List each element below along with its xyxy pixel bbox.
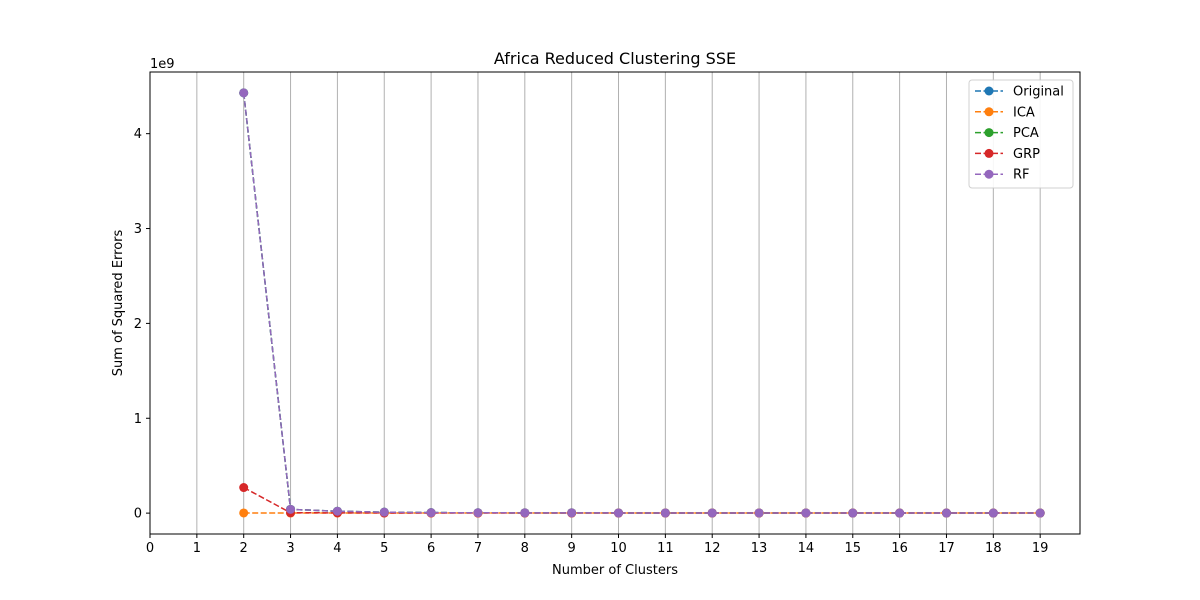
x-tick-label-12: 12 — [704, 541, 721, 556]
legend-label-ica: ICA — [1013, 105, 1035, 120]
y-axis: 0 1 2 3 4 — [134, 127, 150, 522]
legend-marker-ica — [984, 107, 994, 117]
point-grp-2 — [239, 483, 249, 493]
y-axis-label: Sum of Squared Errors — [111, 229, 126, 376]
point-ica-2 — [239, 508, 249, 518]
point-rf-15 — [848, 508, 858, 518]
x-axis-label: Number of Clusters — [552, 563, 678, 578]
point-rf-12 — [707, 508, 717, 518]
x-tick-label-0: 0 — [146, 541, 154, 556]
x-tick-label-13: 13 — [751, 541, 768, 556]
series-line-rf — [242, 92, 1041, 514]
x-tick-label-18: 18 — [985, 541, 1002, 556]
point-rf-10 — [614, 508, 624, 518]
x-tick-label-2: 2 — [240, 541, 248, 556]
point-rf-13 — [754, 508, 764, 518]
point-rf-14 — [801, 508, 811, 518]
x-tick-label-14: 14 — [798, 541, 815, 556]
x-tick-label-19: 19 — [1032, 541, 1049, 556]
x-tick-label-10: 10 — [610, 541, 627, 556]
y-tick-label-3: 3 — [134, 222, 142, 237]
series-pca — [239, 88, 1045, 518]
point-rf-11 — [660, 508, 670, 518]
chart-title: Africa Reduced Clustering SSE — [494, 49, 736, 68]
y-tick-label-4: 4 — [134, 127, 142, 142]
series-rf — [239, 88, 1045, 518]
series-line-grp — [243, 486, 1041, 514]
point-rf-17 — [941, 508, 951, 518]
x-tick-label-5: 5 — [380, 541, 388, 556]
y-tick-label-0: 0 — [134, 507, 142, 522]
legend-label-original: Original — [1013, 85, 1064, 100]
x-tick-label-3: 3 — [286, 541, 294, 556]
point-rf-18 — [988, 508, 998, 518]
legend-frame — [968, 79, 1074, 189]
x-tick-label-4: 4 — [333, 541, 341, 556]
grid-lines — [149, 72, 1041, 534]
series-line-original — [242, 92, 1041, 514]
series-original — [239, 88, 1045, 518]
legend-marker-pca — [984, 128, 994, 138]
x-tick-label-15: 15 — [844, 541, 861, 556]
point-rf-3 — [286, 504, 296, 514]
x-tick-label-6: 6 — [427, 541, 435, 556]
x-tick-label-7: 7 — [474, 541, 482, 556]
point-rf-8 — [520, 508, 530, 518]
legend-label-rf: RF — [1013, 168, 1030, 183]
x-axis: 0 1 2 3 4 5 6 7 8 9 10 11 12 13 14 15 16 17 18 19 — [146, 534, 1049, 556]
x-tick-label-16: 16 — [891, 541, 908, 556]
legend-marker-original — [984, 86, 994, 96]
plot-frame — [149, 71, 1081, 535]
y-tick-label-1: 1 — [134, 412, 142, 427]
point-rf-6 — [426, 508, 436, 518]
x-tick-label-11: 11 — [657, 541, 674, 556]
point-rf-5 — [379, 507, 389, 517]
plot-series — [239, 88, 1045, 518]
point-rf-4 — [332, 506, 342, 516]
series-line-pca — [242, 92, 1041, 514]
point-rf-19 — [1035, 508, 1045, 518]
x-tick-label-1: 1 — [193, 541, 201, 556]
y-offset-text: 1e9 — [150, 57, 175, 72]
x-tick-label-17: 17 — [938, 541, 955, 556]
legend-marker-rf — [984, 169, 994, 179]
x-tick-label-8: 8 — [521, 541, 529, 556]
legend: Original ICA PCA GRP RF — [968, 79, 1074, 189]
x-tick-label-9: 9 — [568, 541, 576, 556]
legend-label-pca: PCA — [1013, 126, 1039, 141]
point-rf-7 — [473, 508, 483, 518]
point-rf-16 — [895, 508, 905, 518]
point-rf-2 — [239, 88, 249, 98]
legend-label-grp: GRP — [1013, 147, 1040, 162]
point-rf-9 — [567, 508, 577, 518]
y-tick-label-2: 2 — [134, 317, 142, 332]
legend-marker-grp — [984, 148, 994, 158]
